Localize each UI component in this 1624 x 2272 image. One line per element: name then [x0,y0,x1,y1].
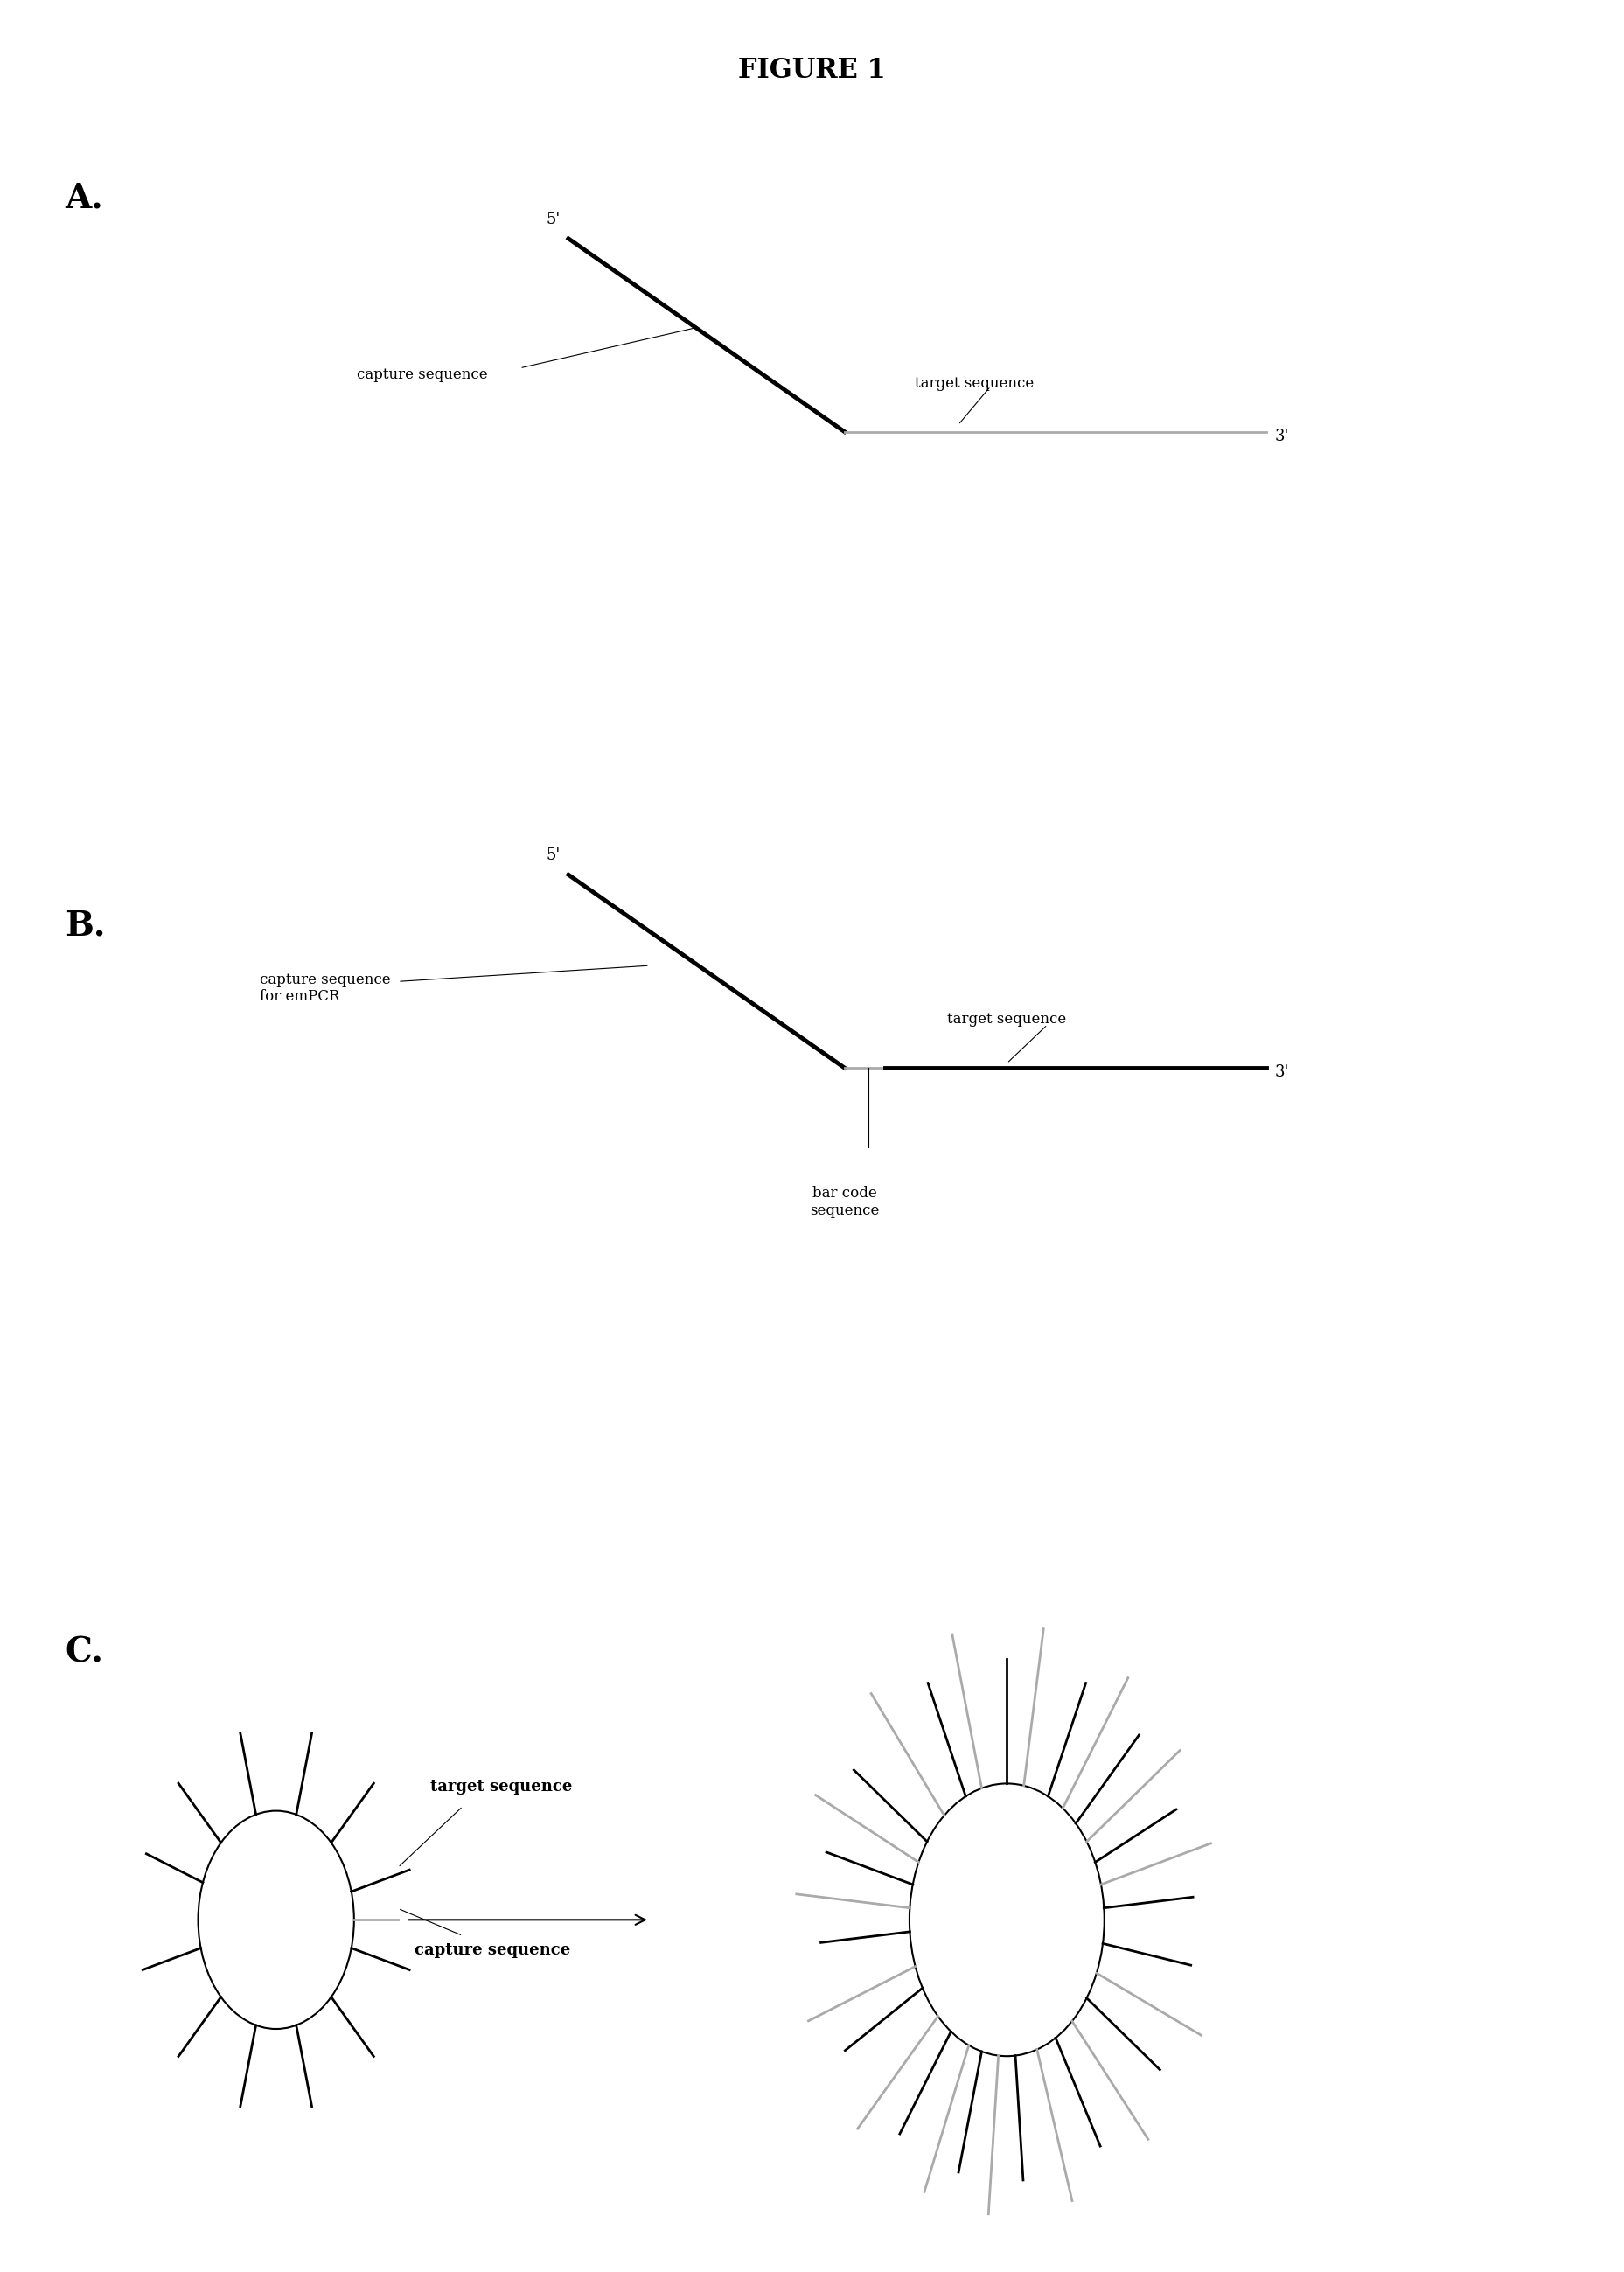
Text: target sequence: target sequence [914,375,1034,391]
Text: capture sequence
for emPCR: capture sequence for emPCR [260,972,390,1004]
Text: C.: C. [65,1636,104,1670]
Text: capture sequence: capture sequence [414,1943,570,1958]
Text: FIGURE 1: FIGURE 1 [739,57,885,84]
Text: 3': 3' [1275,1066,1289,1079]
Text: target sequence: target sequence [430,1779,572,1795]
Text: 5': 5' [546,211,560,227]
Text: A.: A. [65,182,104,216]
Text: bar code
sequence: bar code sequence [810,1186,879,1218]
Text: B.: B. [65,909,106,943]
Text: target sequence: target sequence [947,1011,1067,1027]
Text: capture sequence: capture sequence [357,368,487,382]
Text: 5': 5' [546,847,560,863]
Text: 3': 3' [1275,429,1289,443]
